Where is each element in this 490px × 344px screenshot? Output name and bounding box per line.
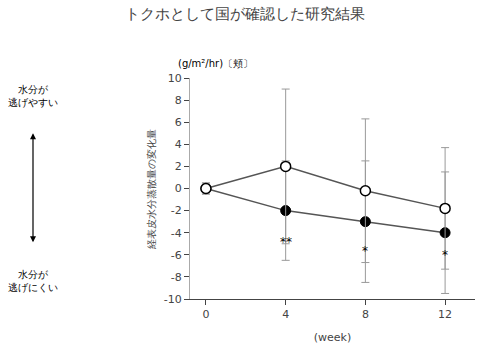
svg-text:0: 0 — [175, 182, 182, 195]
svg-text:-8: -8 — [171, 271, 182, 284]
svg-text:経表皮水分蒸散量の変化量: 経表皮水分蒸散量の変化量 — [146, 129, 157, 250]
svg-text:-4: -4 — [171, 227, 182, 240]
svg-text:4: 4 — [175, 138, 182, 151]
svg-text:6: 6 — [175, 116, 182, 129]
svg-text:*: * — [362, 244, 368, 258]
svg-text:-6: -6 — [171, 249, 182, 262]
svg-text:8: 8 — [175, 94, 182, 107]
svg-text:水分が逃げやすい: 水分が逃げやすい — [8, 84, 58, 108]
svg-text:*: * — [442, 248, 448, 262]
svg-text:(week): (week) — [314, 331, 352, 344]
svg-text:12: 12 — [438, 308, 452, 321]
svg-text:2: 2 — [175, 160, 182, 173]
svg-text:-10: -10 — [164, 293, 182, 306]
svg-text:(g/m²/hr)〔頬〕: (g/m²/hr)〔頬〕 — [178, 58, 253, 69]
svg-text:0: 0 — [202, 308, 209, 321]
svg-text:水分が逃げにくい: 水分が逃げにくい — [8, 269, 58, 293]
svg-text:8: 8 — [362, 308, 369, 321]
svg-text:**: ** — [280, 235, 292, 249]
svg-text:10: 10 — [168, 72, 182, 85]
svg-text:トクホとして国が確認した研究結果: トクホとして国が確認した研究結果 — [125, 5, 365, 23]
svg-text:-2: -2 — [171, 204, 182, 217]
svg-text:4: 4 — [282, 308, 289, 321]
